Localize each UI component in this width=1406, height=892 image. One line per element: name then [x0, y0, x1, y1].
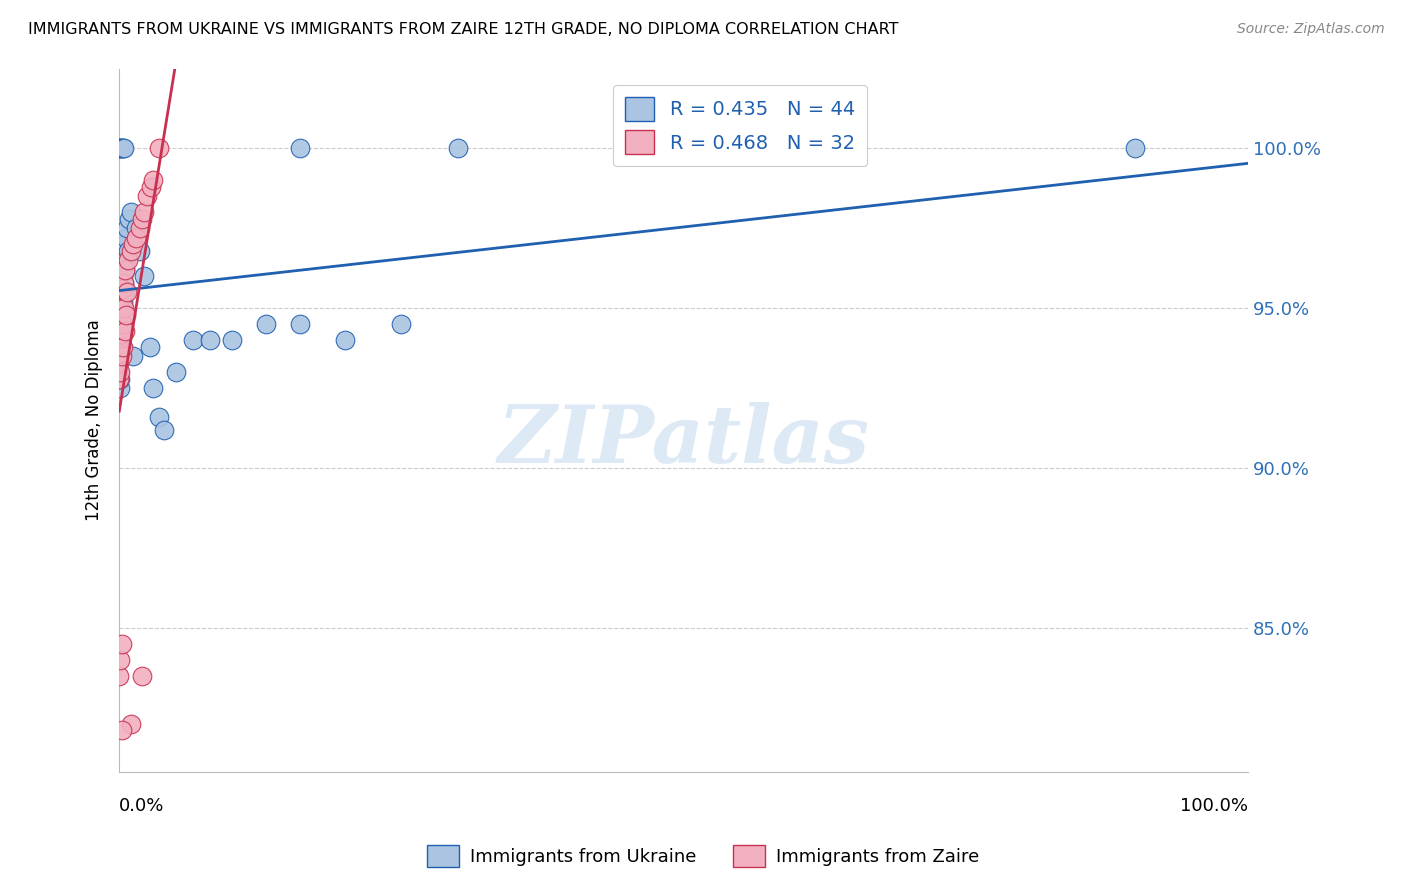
Point [112, 141, 135, 155]
Text: IMMIGRANTS FROM UKRAINE VS IMMIGRANTS FROM ZAIRE 12TH GRADE, NO DIPLOMA CORRELAT: IMMIGRANTS FROM UKRAINE VS IMMIGRANTS FR… [28, 22, 898, 37]
Point [110, 141, 132, 155]
Point [110, 282, 132, 296]
Point [110, 349, 132, 363]
Point [110, 723, 132, 737]
Point [114, 237, 136, 252]
Point [115, 308, 138, 322]
Point [142, 173, 165, 187]
Point [108, 141, 131, 155]
Point [110, 381, 132, 395]
Point [110, 349, 132, 363]
Point [117, 253, 139, 268]
Point [221, 333, 243, 347]
Point [165, 365, 187, 379]
Point [115, 253, 138, 268]
Point [120, 244, 142, 258]
Point [111, 141, 134, 155]
Point [128, 221, 150, 235]
Point [288, 141, 311, 155]
Point [112, 260, 135, 274]
Point [148, 141, 170, 155]
Point [110, 637, 132, 651]
Point [108, 669, 131, 683]
Point [110, 340, 132, 354]
Point [108, 333, 131, 347]
Point [115, 285, 138, 300]
Point [108, 141, 131, 155]
Point [110, 308, 132, 322]
Point [391, 317, 413, 331]
Point [110, 365, 132, 379]
Point [131, 669, 153, 683]
Point [110, 324, 132, 338]
Point [108, 365, 131, 379]
Point [114, 263, 136, 277]
Point [108, 333, 131, 347]
Point [1123, 141, 1146, 155]
Point [112, 276, 135, 290]
Point [121, 237, 143, 252]
Point [112, 301, 135, 316]
Point [110, 324, 132, 338]
Point [447, 141, 470, 155]
Point [110, 371, 132, 385]
Point [110, 301, 132, 316]
Point [108, 371, 131, 385]
Point [198, 333, 221, 347]
Point [108, 352, 131, 367]
Y-axis label: 12th Grade, No Diploma: 12th Grade, No Diploma [86, 319, 103, 521]
Point [125, 231, 148, 245]
Point [111, 317, 134, 331]
Legend: Immigrants from Ukraine, Immigrants from Zaire: Immigrants from Ukraine, Immigrants from… [419, 838, 987, 874]
Point [111, 317, 134, 331]
Point [132, 269, 155, 284]
Text: ZIPatlas: ZIPatlas [498, 402, 870, 480]
Point [118, 211, 141, 226]
Point [114, 285, 136, 300]
Point [110, 346, 132, 360]
Text: Source: ZipAtlas.com: Source: ZipAtlas.com [1237, 22, 1385, 37]
Point [115, 231, 138, 245]
Point [254, 317, 277, 331]
Point [108, 308, 131, 322]
Point [120, 205, 142, 219]
Point [110, 326, 132, 341]
Point [112, 244, 135, 258]
Point [148, 409, 170, 424]
Point [136, 189, 159, 203]
Point [110, 301, 132, 316]
Point [139, 179, 162, 194]
Point [110, 141, 132, 155]
Point [110, 326, 132, 341]
Point [128, 244, 150, 258]
Legend: R = 0.435   N = 44, R = 0.468   N = 32: R = 0.435 N = 44, R = 0.468 N = 32 [613, 86, 866, 166]
Point [114, 263, 136, 277]
Point [131, 211, 153, 226]
Point [121, 349, 143, 363]
Point [153, 423, 176, 437]
Point [114, 324, 136, 338]
Text: 100.0%: 100.0% [1180, 797, 1249, 815]
Point [111, 269, 134, 284]
Point [110, 653, 132, 667]
Point [111, 340, 134, 354]
Point [139, 340, 162, 354]
Point [125, 221, 148, 235]
Point [112, 276, 135, 290]
Point [132, 205, 155, 219]
Point [333, 333, 356, 347]
Point [288, 317, 311, 331]
Point [111, 294, 134, 309]
Point [110, 282, 132, 296]
Point [181, 333, 204, 347]
Text: 0.0%: 0.0% [120, 797, 165, 815]
Point [120, 716, 142, 731]
Point [115, 221, 138, 235]
Point [142, 381, 165, 395]
Point [108, 355, 131, 369]
Point [117, 244, 139, 258]
